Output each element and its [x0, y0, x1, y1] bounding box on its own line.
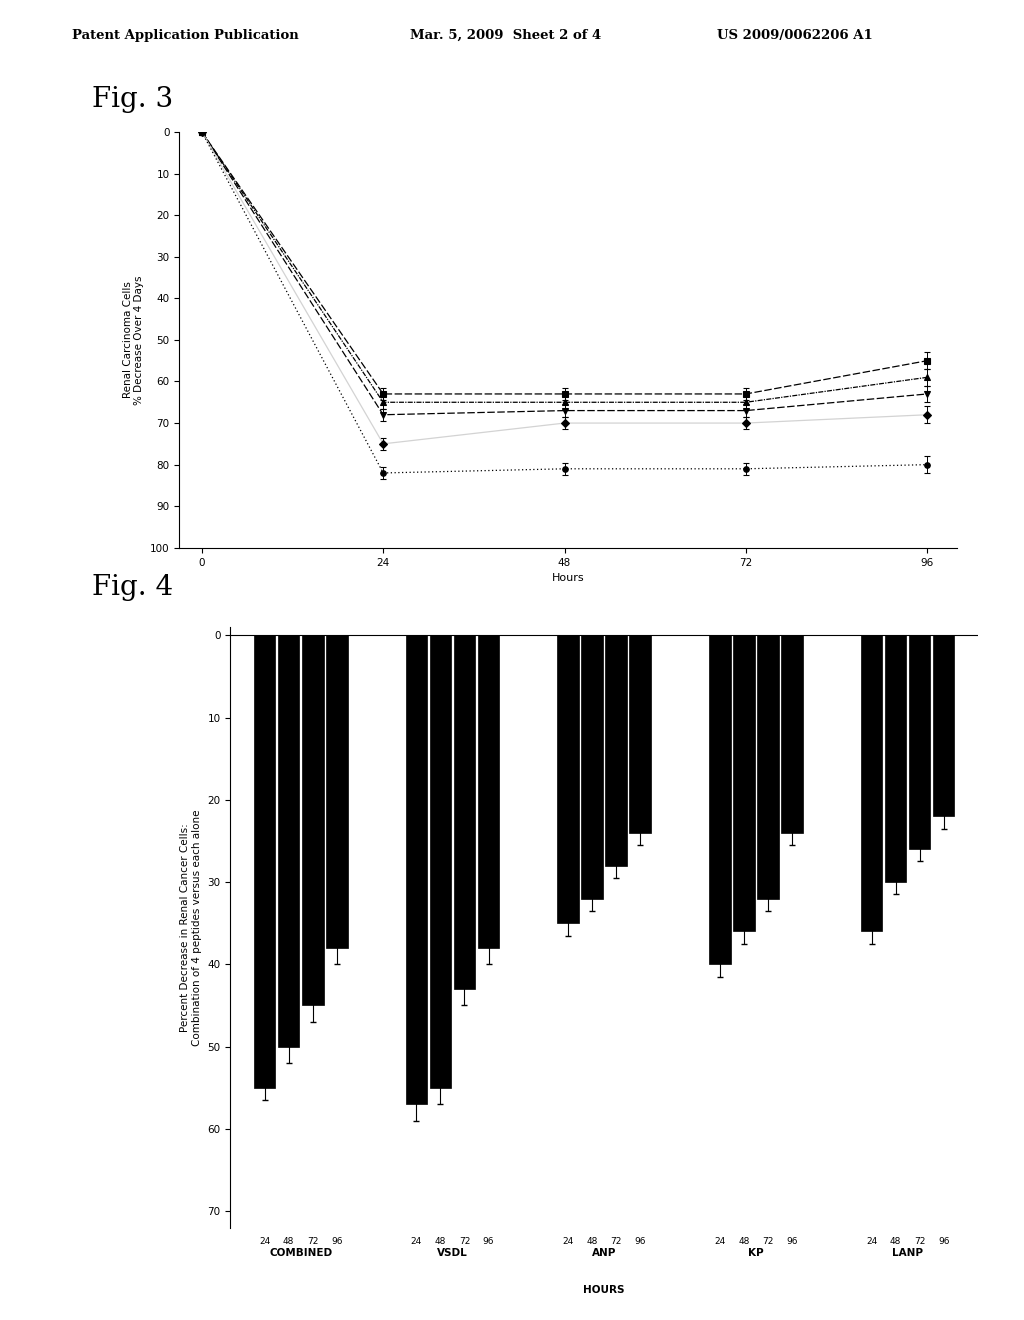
Bar [254, 635, 275, 1088]
Bar [278, 635, 299, 1047]
Bar [709, 635, 730, 965]
Bar [630, 635, 651, 833]
Text: KP: KP [749, 1249, 764, 1258]
Bar [479, 635, 498, 948]
Bar [431, 635, 450, 1088]
Text: VSDL: VSDL [437, 1249, 468, 1258]
Bar [406, 635, 427, 1105]
Bar [255, 635, 273, 1088]
Bar [733, 635, 755, 932]
Bar [605, 635, 627, 866]
Bar [559, 635, 578, 923]
Bar [454, 635, 475, 989]
Bar [408, 635, 426, 1105]
Text: LANP: LANP [892, 1249, 923, 1258]
Bar [862, 635, 881, 932]
Bar [280, 635, 298, 1047]
Text: Mar. 5, 2009  Sheet 2 of 4: Mar. 5, 2009 Sheet 2 of 4 [410, 29, 601, 42]
Bar [909, 635, 931, 849]
Bar [933, 635, 954, 816]
Bar [303, 635, 322, 1006]
Bar [582, 635, 603, 899]
Bar [328, 635, 346, 948]
Bar [711, 635, 729, 965]
Bar [430, 635, 452, 1088]
Bar [607, 635, 626, 866]
Bar [557, 635, 579, 923]
Bar [326, 635, 347, 948]
Bar [781, 635, 803, 833]
Text: HOURS: HOURS [584, 1286, 625, 1295]
Bar [757, 635, 778, 899]
Y-axis label: Renal Carcinoma Cells
% Decrease Over 4 Days: Renal Carcinoma Cells % Decrease Over 4 … [123, 275, 144, 405]
Bar [631, 635, 649, 833]
Bar [885, 635, 906, 882]
Bar [861, 635, 883, 932]
Text: Fig. 3: Fig. 3 [92, 86, 173, 112]
Bar [302, 635, 324, 1006]
Bar [478, 635, 500, 948]
Bar [782, 635, 801, 833]
Bar [759, 635, 777, 899]
Bar [734, 635, 753, 932]
X-axis label: Hours: Hours [552, 573, 585, 583]
Text: ANP: ANP [592, 1249, 616, 1258]
Bar [583, 635, 601, 899]
Bar [456, 635, 474, 989]
Bar [887, 635, 905, 882]
Text: COMBINED: COMBINED [269, 1249, 332, 1258]
Y-axis label: Percent Decrease in Renal Cancer Cells:
Combination of 4 peptides versus each al: Percent Decrease in Renal Cancer Cells: … [180, 809, 202, 1045]
Bar [910, 635, 929, 849]
Text: Fig. 4: Fig. 4 [92, 574, 173, 601]
Bar [935, 635, 953, 816]
Text: Patent Application Publication: Patent Application Publication [72, 29, 298, 42]
Text: US 2009/0062206 A1: US 2009/0062206 A1 [717, 29, 872, 42]
